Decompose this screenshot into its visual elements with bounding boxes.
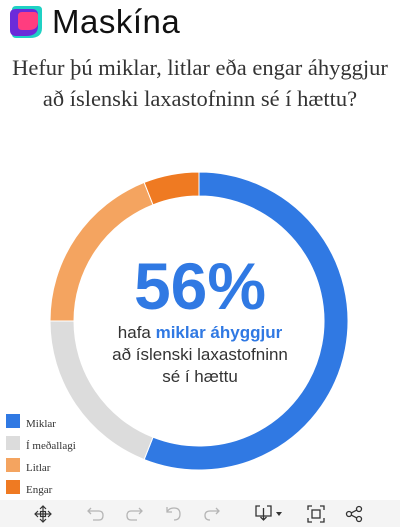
legend-item-medallagi[interactable]: Í meðallagi xyxy=(6,433,76,453)
description-line-2: að íslenski laxastofninn xyxy=(112,345,288,364)
share-icon[interactable] xyxy=(344,504,364,524)
legend-label: Litlar xyxy=(26,462,51,474)
center-description: hafa miklar áhyggjur að íslenski laxasto… xyxy=(95,322,305,388)
percent-label: 56% xyxy=(133,249,267,323)
legend-swatch xyxy=(6,480,20,494)
legend-item-miklar[interactable]: Miklar xyxy=(6,411,76,431)
description-line-1: hafa miklar áhyggjur xyxy=(95,322,305,344)
description-prefix: hafa xyxy=(117,323,156,342)
legend-label: Í meðallagi xyxy=(26,440,76,452)
legend-swatch xyxy=(6,414,20,428)
donut-slice-miklar[interactable] xyxy=(143,171,349,471)
description-line-3: sé í hættu xyxy=(162,367,238,386)
legend-item-litlar[interactable]: Litlar xyxy=(6,455,76,475)
move-icon[interactable] xyxy=(32,504,54,524)
reset-icon[interactable] xyxy=(164,504,184,524)
legend-swatch xyxy=(6,458,20,472)
maskina-logo-icon xyxy=(10,6,42,38)
donut-chart xyxy=(49,171,349,471)
legend-label: Miklar xyxy=(26,418,56,430)
chart-toolbar xyxy=(0,500,400,527)
legend: Miklar Í meðallagi Litlar Engar xyxy=(6,411,76,499)
brand-name: Maskína xyxy=(52,3,181,40)
brand: Maskína xyxy=(8,3,181,40)
redo-alt-icon[interactable] xyxy=(201,504,221,524)
legend-item-engar[interactable]: Engar xyxy=(6,477,76,497)
description-highlight: miklar áhyggjur xyxy=(155,323,283,342)
legend-label: Engar xyxy=(26,484,53,496)
legend-swatch xyxy=(6,436,20,450)
download-icon[interactable] xyxy=(254,504,286,524)
chart-title: Hefur þú miklar, litlar eða engar áhyggj… xyxy=(12,55,388,111)
donut-slice-engar[interactable] xyxy=(143,171,200,206)
fullscreen-icon[interactable] xyxy=(306,504,326,524)
undo-icon[interactable] xyxy=(86,504,106,524)
redo-icon[interactable] xyxy=(124,504,144,524)
